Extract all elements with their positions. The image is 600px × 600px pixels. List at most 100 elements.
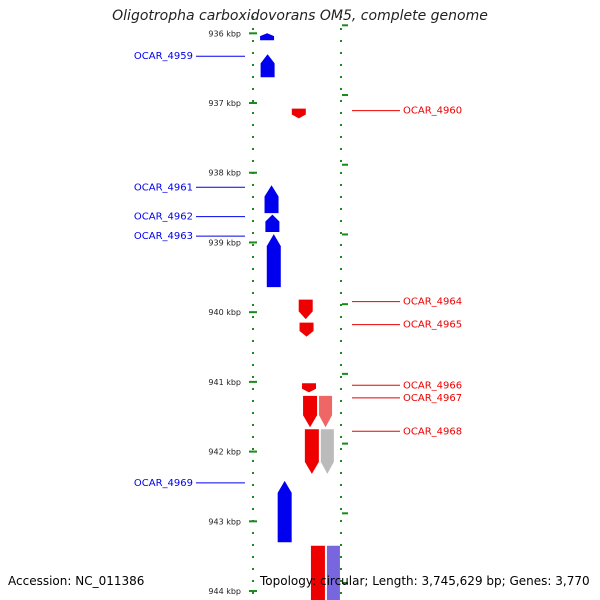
tick-dot: [340, 208, 342, 210]
tick-dot: [340, 556, 342, 558]
tick-dot: [252, 352, 254, 354]
tick-dot: [252, 496, 254, 498]
tick-dot: [252, 292, 254, 294]
major-tick-right: [342, 233, 348, 236]
tick-dot: [340, 256, 342, 258]
scale-label: 936 kbp: [208, 29, 241, 38]
tick-dot: [340, 220, 342, 222]
tick-dot: [340, 136, 342, 138]
tick-dot: [340, 148, 342, 150]
gene-arrow: [264, 185, 279, 214]
gene-label: OCAR_4967: [403, 393, 462, 404]
tick-dot: [252, 316, 254, 318]
tick-dot: [340, 364, 342, 366]
tick-dot: [252, 472, 254, 474]
major-tick-right: [342, 512, 348, 515]
scale-label: 942 kbp: [208, 448, 241, 457]
major-tick-right: [342, 303, 348, 306]
tick-dot: [340, 28, 342, 30]
tick-dot: [252, 64, 254, 66]
gene-arrow: [277, 480, 292, 543]
page-title: Oligotropha carboxidovorans OM5, complet…: [112, 8, 488, 24]
gene-arrow: [310, 545, 325, 600]
tick-dot: [340, 568, 342, 570]
tick-dot: [340, 340, 342, 342]
gene-label: OCAR_4959: [134, 51, 193, 62]
major-tick-left: [249, 450, 257, 453]
major-tick-left: [249, 520, 257, 523]
tick-dot: [340, 64, 342, 66]
gene-arrow: [303, 395, 318, 428]
tick-dot: [340, 16, 342, 18]
tick-dot: [252, 256, 254, 258]
gene-arrow: [304, 429, 319, 474]
tick-dot: [340, 460, 342, 462]
tick-dot: [252, 544, 254, 546]
tick-dot: [340, 304, 342, 306]
tick-dot: [252, 40, 254, 42]
tick-dot: [340, 592, 342, 594]
major-tick-right: [342, 163, 348, 166]
tick-dot: [340, 508, 342, 510]
tick-dot: [340, 280, 342, 282]
gene-arrow: [265, 214, 280, 232]
scale-label: 938 kbp: [208, 169, 241, 178]
scale-label: 937 kbp: [208, 99, 241, 108]
major-tick-right: [342, 24, 348, 27]
tick-dot: [252, 424, 254, 426]
tick-dot: [252, 388, 254, 390]
feature-arrow: [326, 545, 340, 600]
gene-label: OCAR_4964: [403, 297, 462, 308]
gene-label: OCAR_4960: [403, 106, 462, 117]
tick-dot: [340, 352, 342, 354]
tick-dot: [252, 460, 254, 462]
tick-dot: [340, 400, 342, 402]
tick-dot: [252, 28, 254, 30]
tick-dot: [252, 448, 254, 450]
tick-dot: [252, 148, 254, 150]
tick-dot: [340, 376, 342, 378]
tick-dot: [340, 112, 342, 114]
tick-dot: [340, 196, 342, 198]
tick-dot: [340, 496, 342, 498]
tick-dot: [340, 292, 342, 294]
tick-dot: [252, 532, 254, 534]
major-tick-right: [342, 372, 348, 375]
feature-arrow: [319, 395, 333, 428]
feature-arrow: [320, 429, 334, 474]
tick-dot: [252, 364, 254, 366]
tick-dot: [340, 412, 342, 414]
tick-dot: [252, 232, 254, 234]
gene-label: OCAR_4961: [134, 182, 193, 193]
tick-dot: [340, 124, 342, 126]
tick-dot: [252, 16, 254, 18]
tick-dot: [340, 40, 342, 42]
tick-dot: [252, 412, 254, 414]
gene-arrow: [291, 108, 306, 119]
tick-dot: [340, 448, 342, 450]
tick-dot: [252, 88, 254, 90]
scale-label: 941 kbp: [208, 378, 241, 387]
tick-dot: [340, 268, 342, 270]
tick-dot: [340, 232, 342, 234]
major-tick-left: [249, 311, 257, 314]
tick-dot: [252, 112, 254, 114]
genome-stats: Topology: circular; Length: 3,745,629 bp…: [260, 574, 590, 588]
tick-dot: [252, 328, 254, 330]
gene-label: OCAR_4969: [134, 478, 193, 489]
major-tick-right: [342, 94, 348, 97]
gene-label: OCAR_4963: [134, 231, 193, 242]
tick-dot: [252, 268, 254, 270]
scale-label: 943 kbp: [208, 517, 241, 526]
tick-dot: [252, 508, 254, 510]
gene-arrow: [299, 322, 314, 337]
major-tick-right: [342, 582, 348, 585]
tick-dot: [340, 580, 342, 582]
tick-dot: [252, 436, 254, 438]
tick-dot: [340, 532, 342, 534]
tick-dot: [340, 244, 342, 246]
scale-label: 940 kbp: [208, 308, 241, 317]
tick-dot: [252, 196, 254, 198]
